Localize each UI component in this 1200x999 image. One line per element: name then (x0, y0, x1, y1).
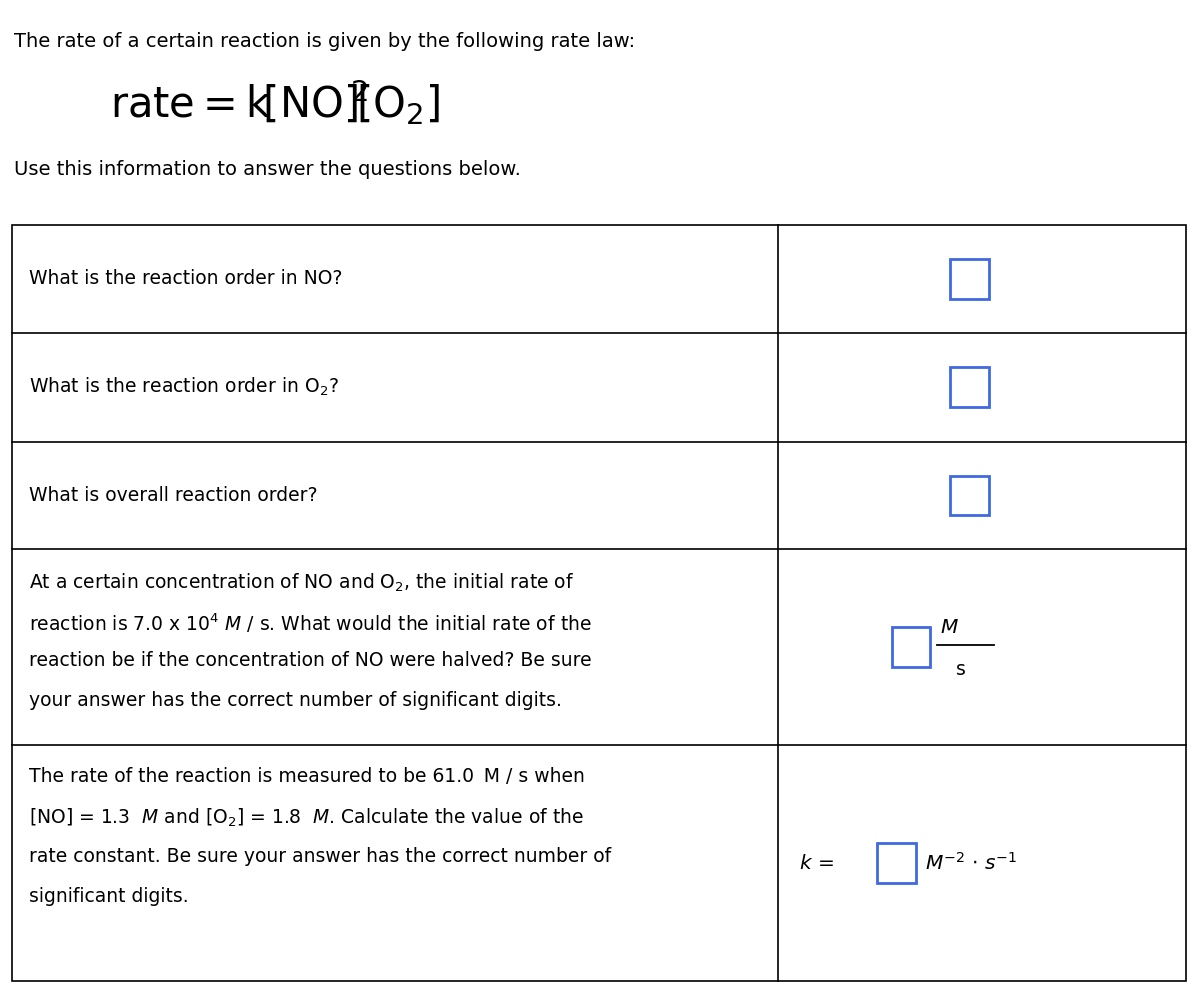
Text: rate constant. Be sure your answer has the correct number of: rate constant. Be sure your answer has t… (29, 847, 611, 866)
FancyBboxPatch shape (950, 259, 989, 299)
Text: At a certain concentration of NO and O$_2$, the initial rate of: At a certain concentration of NO and O$_… (29, 571, 574, 593)
Text: Use this information to answer the questions below.: Use this information to answer the quest… (14, 160, 521, 179)
FancyBboxPatch shape (877, 843, 916, 883)
FancyBboxPatch shape (950, 367, 989, 408)
FancyBboxPatch shape (892, 627, 930, 667)
Text: The rate of the reaction is measured to be 61.0  M / s when: The rate of the reaction is measured to … (29, 767, 584, 786)
Text: $\it{M}$: $\it{M}$ (940, 617, 959, 637)
Text: s: s (956, 659, 966, 679)
FancyBboxPatch shape (950, 476, 989, 515)
Text: $M^{-2}\ {\cdot}\ s^{-1}$: $M^{-2}\ {\cdot}\ s^{-1}$ (925, 852, 1018, 874)
Text: your answer has the correct number of significant digits.: your answer has the correct number of si… (29, 691, 562, 710)
Text: The rate of a certain reaction is given by the following rate law:: The rate of a certain reaction is given … (14, 32, 636, 51)
Text: [NO] = 1.3  $\it{M}$ and [O$_2$] = 1.8  $\it{M}$. Calculate the value of the: [NO] = 1.3 $\it{M}$ and [O$_2$] = 1.8 $\… (29, 807, 583, 829)
Text: reaction be if the concentration of NO were halved? Be sure: reaction be if the concentration of NO w… (29, 651, 592, 670)
Text: significant digits.: significant digits. (29, 887, 188, 906)
Text: $\it{k}$ =: $\it{k}$ = (799, 853, 834, 873)
FancyBboxPatch shape (12, 225, 1186, 981)
Text: What is the reaction order in NO?: What is the reaction order in NO? (29, 269, 342, 289)
Text: What is overall reaction order?: What is overall reaction order? (29, 486, 317, 505)
Text: What is the reaction order in O$_2$?: What is the reaction order in O$_2$? (29, 376, 338, 399)
Text: $\mathregular{rate{=}k}\!\left[\mathregular{NO}\right]^{\!\!2}\!\!\left[\mathreg: $\mathregular{rate{=}k}\!\left[\mathregu… (110, 78, 440, 128)
Text: reaction is 7.0 x 10$^4$ $\it{M}$ / s. What would the initial rate of the: reaction is 7.0 x 10$^4$ $\it{M}$ / s. W… (29, 611, 592, 635)
